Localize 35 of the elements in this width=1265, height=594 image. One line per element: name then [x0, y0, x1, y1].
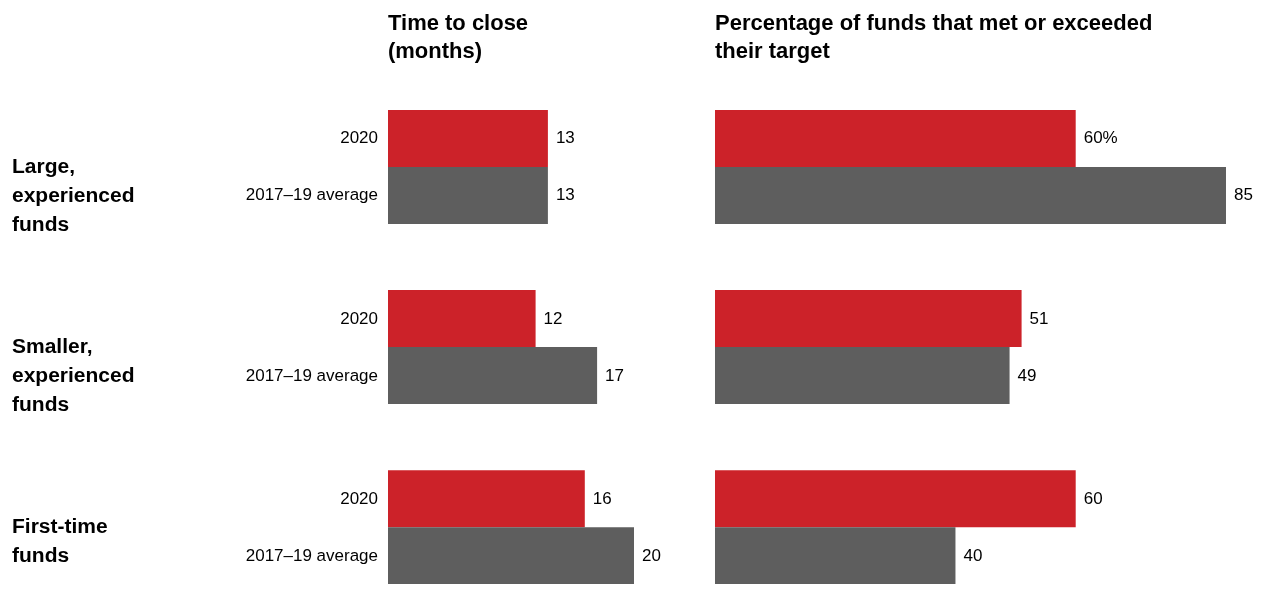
bar [715, 290, 1022, 348]
data-label: 51 [1029, 308, 1049, 328]
data-label: 13 [555, 128, 575, 148]
text: 2020 [340, 308, 378, 328]
text: 2017–19 average [245, 365, 378, 385]
chart-title: Percentage of funds that met or exceeded their target [715, 10, 1153, 63]
bar [388, 110, 548, 167]
bar [715, 347, 1010, 405]
data-label: 13 [555, 185, 575, 205]
series-label: 2017–19 average [245, 185, 378, 205]
bar [715, 527, 956, 585]
y-tick-label: Smaller, experienced funds [12, 334, 135, 416]
bar [388, 290, 536, 348]
bar [388, 470, 585, 528]
data-label: 60% [1083, 128, 1118, 148]
series-label: 2020 [340, 128, 378, 148]
bar [388, 347, 598, 405]
y-tick-label: First-time funds [12, 514, 108, 567]
bar [388, 167, 548, 224]
bar [715, 470, 1076, 528]
data-label: 85 [1233, 185, 1253, 205]
chart-title: Time to close (months) [388, 10, 529, 63]
y-tick-label: Large, experienced funds [12, 154, 135, 235]
data-label: 49 [1017, 365, 1037, 385]
bar [715, 167, 1226, 224]
data-label: 17 [605, 365, 625, 385]
text: 2017–19 average [245, 545, 378, 565]
text: 2020 [340, 488, 378, 508]
data-label: 40 [963, 545, 983, 565]
data-label: 16 [592, 488, 612, 508]
data-label: 12 [543, 308, 563, 328]
data-label: 20 [642, 545, 661, 565]
bar [388, 527, 634, 585]
bar [715, 110, 1076, 167]
data-label: 60 [1083, 488, 1103, 508]
